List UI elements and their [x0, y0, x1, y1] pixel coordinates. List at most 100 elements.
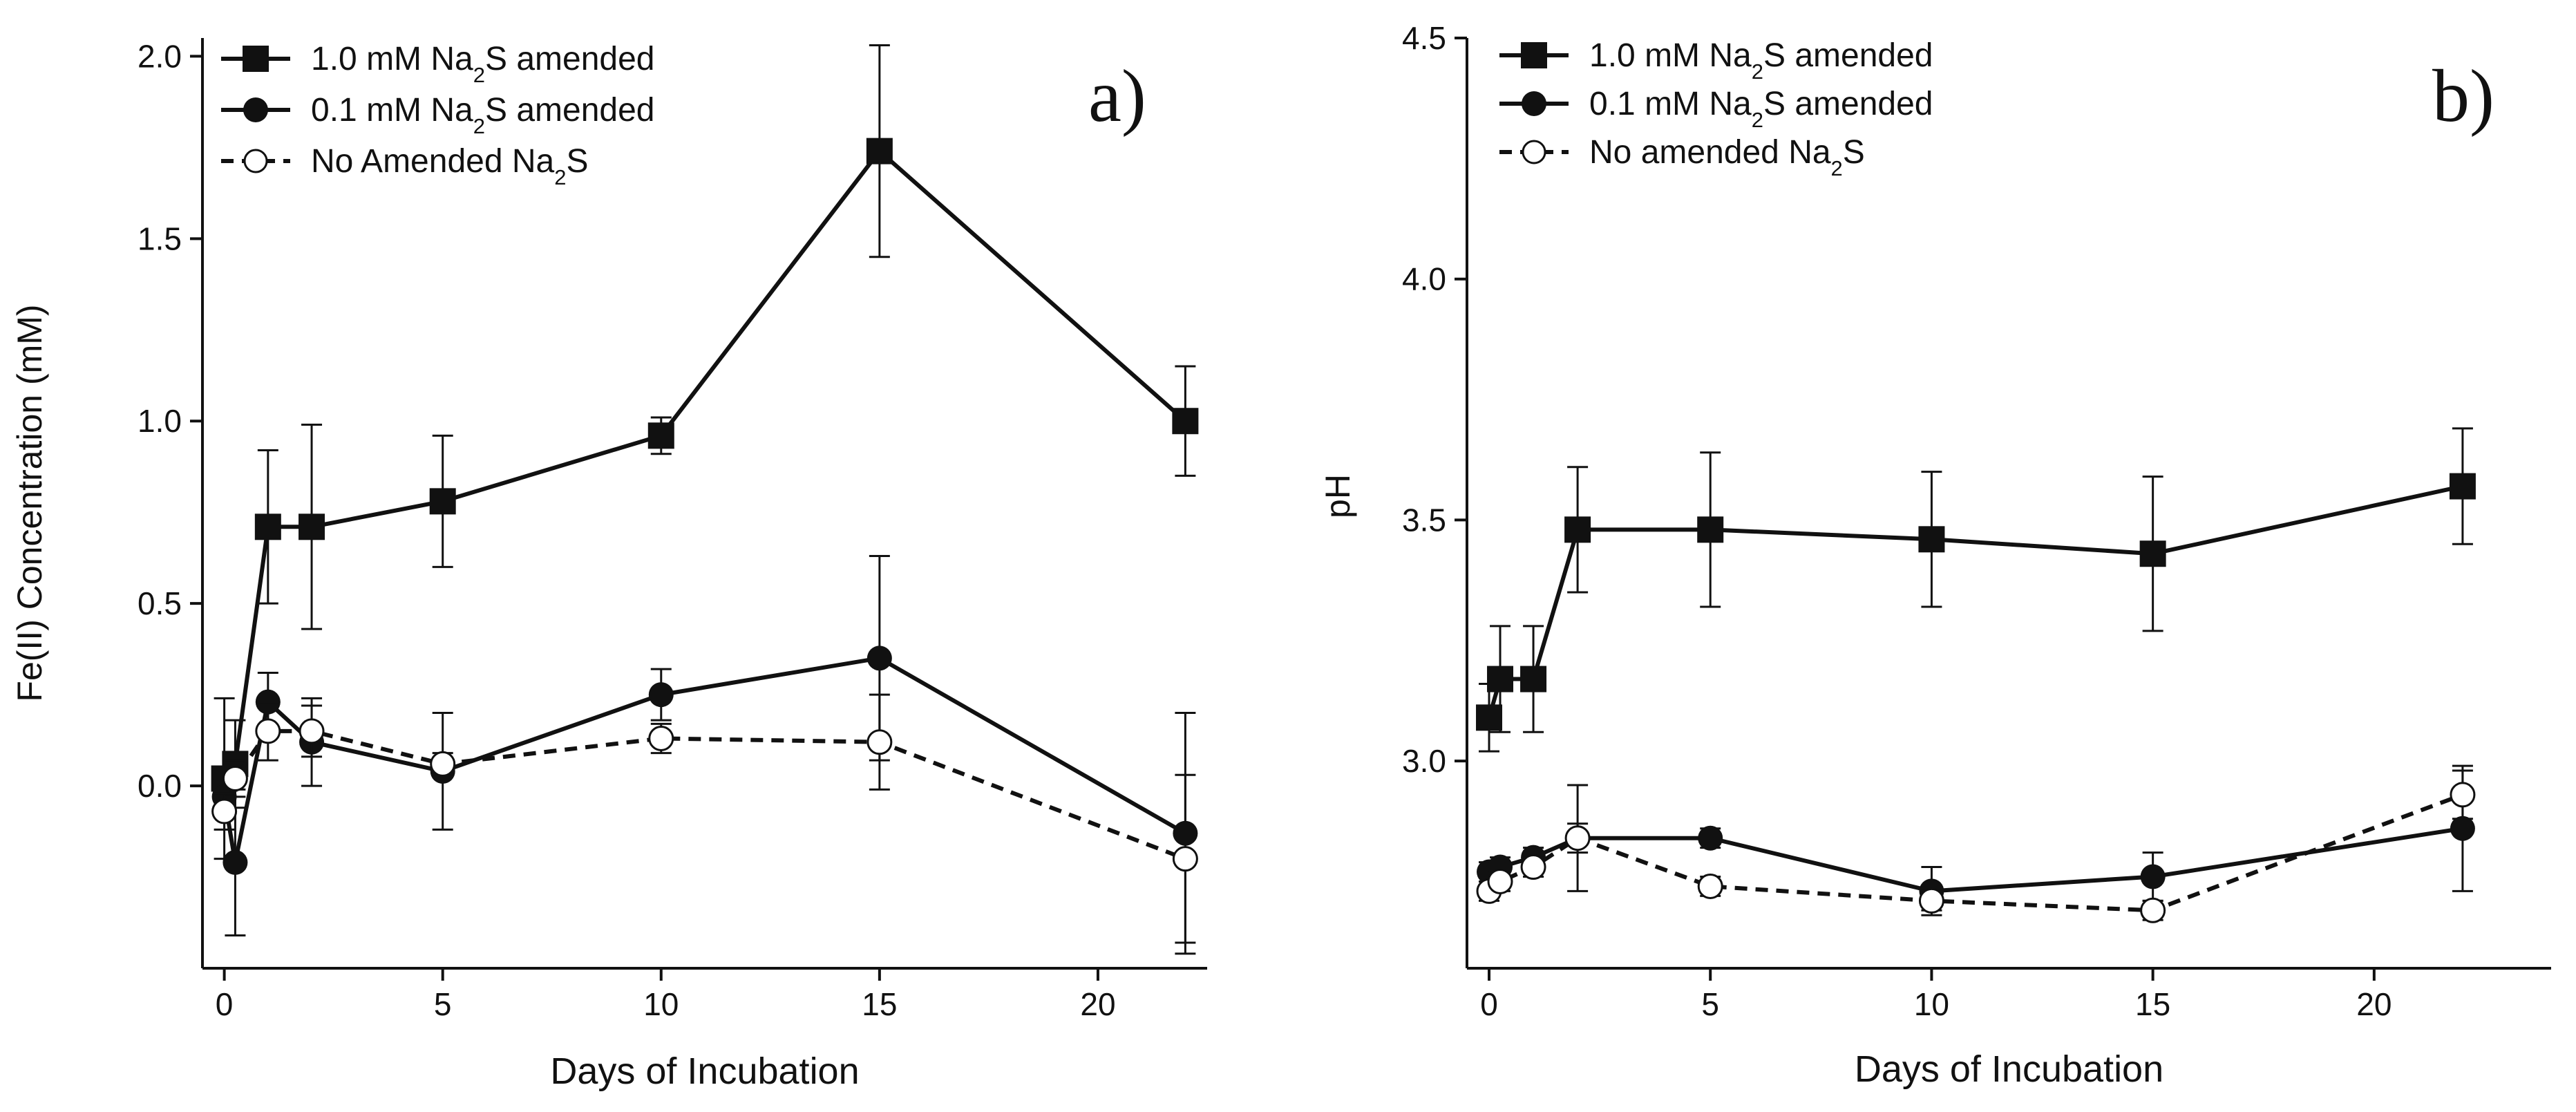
data-point-circle	[648, 682, 674, 708]
data-point-circle	[2140, 864, 2166, 889]
data-point-open-circle	[2450, 782, 2476, 808]
x-tick-label: 0	[216, 986, 234, 1022]
data-point-square	[2139, 540, 2166, 567]
data-point-square	[1476, 704, 1503, 731]
y-tick-label: 0.5	[138, 585, 182, 621]
y-axis-title: pH	[1318, 474, 1357, 518]
legend-label-main: 1.0 mM Na	[1589, 37, 1752, 74]
data-point-circle	[866, 645, 892, 671]
series-line	[222, 148, 1187, 780]
legend-label-main: No amended Na	[1589, 134, 1831, 171]
data-point-square	[299, 513, 325, 540]
data-point-open-circle	[1918, 887, 1944, 914]
legend-marker-square	[243, 46, 269, 72]
data-point-open-circle	[1487, 868, 1513, 894]
data-point-open-circle	[648, 725, 674, 751]
legend-label-subscript: 2	[1752, 59, 1763, 84]
legend-item: 1.0 mM Na2S amended	[1499, 37, 1933, 84]
y-tick-label: 3.5	[1402, 502, 1446, 538]
data-point-square	[1918, 526, 1945, 553]
legend-label-main: 0.1 mM Na	[1589, 86, 1752, 122]
legend-marker-open-circle	[243, 149, 268, 173]
x-tick-label: 5	[434, 986, 452, 1022]
data-point-circle	[222, 849, 248, 875]
legend-label: No amended Na2S	[1589, 134, 1865, 180]
data-point-circle	[2450, 816, 2475, 841]
legend-label-tail: S	[1843, 134, 1865, 171]
series-line	[1488, 826, 2463, 894]
legend-label-subscript: 2	[473, 114, 485, 138]
legend-marker-open-circle	[1522, 140, 1546, 164]
data-point-square	[1172, 408, 1199, 435]
series-2	[1477, 764, 2475, 916]
y-tick-label: 1.0	[138, 403, 182, 439]
data-point-open-circle	[2140, 897, 2166, 923]
legend-label-subscript: 2	[1831, 156, 1843, 180]
legend-label-main: 0.1 mM Na	[311, 92, 473, 129]
data-point-square	[1487, 666, 1514, 692]
legend-item: 0.1 mM Na2S amended	[1499, 86, 1933, 132]
data-point-square	[2449, 473, 2476, 500]
x-axis-title: Days of Incubation	[1855, 1048, 2163, 1090]
data-point-open-circle	[211, 798, 238, 824]
legend-marker-square	[1521, 42, 1547, 68]
data-point-square	[866, 138, 893, 164]
legend-label-tail: S amended	[485, 41, 655, 77]
series-1	[1476, 427, 2476, 753]
legend-label: 0.1 mM Na2S amended	[311, 92, 655, 138]
legend-item: 0.1 mM Na2S amended	[221, 92, 655, 138]
y-tick-label: 1.5	[138, 220, 182, 256]
x-tick-label: 20	[2356, 986, 2392, 1022]
y-tick-label: 2.0	[138, 38, 182, 74]
legend-label-main: No Amended Na	[311, 143, 555, 180]
y-tick-label: 4.0	[1402, 261, 1446, 297]
series-3	[211, 693, 1198, 944]
series-2	[211, 555, 1198, 955]
legend-label-tail: S amended	[485, 92, 655, 129]
x-tick-label: 15	[2135, 986, 2170, 1022]
data-point-open-circle	[866, 729, 893, 755]
series-3	[1476, 769, 2476, 923]
x-tick-label: 20	[1080, 986, 1115, 1022]
legend-item: No Amended Na2S	[221, 143, 588, 189]
legend-label-subscript: 2	[1752, 108, 1763, 132]
panel-a-fe-concentration: 0 5 10 15 20 0.0 0.5 1.0 1.5 2.0 Days of Incubatio…	[10, 38, 1207, 1092]
data-point-open-circle	[1520, 854, 1546, 880]
legend-item: No amended Na2S	[1499, 134, 1865, 180]
data-point-square	[1520, 666, 1547, 692]
x-tick-label: 10	[643, 986, 679, 1022]
y-axis-title: Fe(II) Concentration (mM)	[10, 304, 49, 701]
data-point-square	[429, 488, 456, 515]
legend-label-main: 1.0 mM Na	[311, 41, 473, 77]
legend-label: 1.0 mM Na2S amended	[1589, 37, 1933, 84]
legend-item: 1.0 mM Na2S amended	[221, 41, 655, 87]
legend-marker-circle	[243, 97, 268, 122]
legend-label: No Amended Na2S	[311, 143, 588, 189]
legend-label-tail: S amended	[1763, 86, 1933, 122]
panel-label: a)	[1088, 55, 1146, 138]
legend-label-subscript: 2	[554, 165, 566, 189]
legend-label-tail: S amended	[1763, 37, 1933, 74]
data-point-open-circle	[1172, 846, 1198, 872]
legend-label: 0.1 mM Na2S amended	[1589, 86, 1933, 132]
x-tick-label: 5	[1701, 986, 1719, 1022]
data-point-open-circle	[430, 751, 456, 777]
data-point-open-circle	[1697, 873, 1723, 899]
x-tick-label: 10	[1914, 986, 1949, 1022]
series-line	[222, 656, 1186, 863]
y-tick-label: 3.0	[1402, 743, 1446, 779]
series-line	[1488, 793, 2463, 913]
y-tick-label: 0.0	[138, 768, 182, 804]
legend-marker-circle	[1522, 91, 1546, 116]
legend-label-tail: S	[566, 143, 588, 180]
data-point-open-circle	[1564, 825, 1591, 851]
panel-label: b)	[2432, 55, 2494, 138]
data-point-square	[254, 513, 281, 540]
panel-b-ph: 0 5 10 15 20 3.0 3.5 4.0 4.5 Days of Incubation pH…	[1318, 20, 2551, 1090]
data-point-square	[1564, 516, 1591, 543]
data-point-circle	[1698, 825, 1723, 851]
